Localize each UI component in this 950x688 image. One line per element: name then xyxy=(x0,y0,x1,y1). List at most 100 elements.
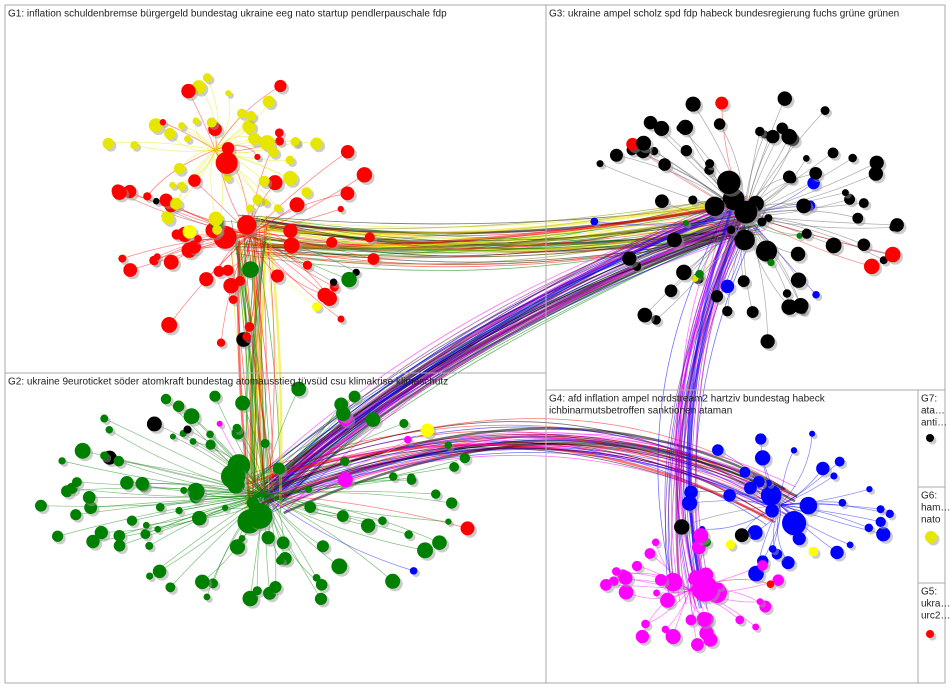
node xyxy=(155,502,165,512)
node xyxy=(609,148,623,162)
node xyxy=(796,198,812,214)
edge xyxy=(131,494,266,521)
node xyxy=(734,229,755,251)
node xyxy=(388,472,398,481)
node xyxy=(816,461,830,476)
node xyxy=(792,531,806,546)
edge-bundle xyxy=(696,213,751,576)
edge xyxy=(264,413,344,496)
node xyxy=(600,579,612,591)
node xyxy=(113,455,125,467)
node xyxy=(635,629,650,644)
node xyxy=(146,416,162,432)
edge xyxy=(779,504,869,529)
node xyxy=(876,505,885,514)
node xyxy=(781,299,798,315)
node xyxy=(252,586,262,596)
node xyxy=(796,232,803,239)
node xyxy=(885,509,894,518)
node xyxy=(268,146,279,158)
node xyxy=(315,578,328,591)
node xyxy=(693,528,709,543)
node xyxy=(765,504,779,518)
node xyxy=(184,135,191,143)
edge-bundle xyxy=(250,442,772,510)
node xyxy=(723,489,736,502)
node xyxy=(140,529,151,540)
node xyxy=(772,574,784,586)
node xyxy=(180,486,188,494)
node xyxy=(445,518,452,525)
node xyxy=(664,284,678,298)
node xyxy=(830,545,844,560)
node xyxy=(181,83,196,99)
node xyxy=(643,115,658,130)
node xyxy=(717,170,741,195)
edge-bundle xyxy=(255,443,773,510)
node xyxy=(879,256,888,265)
node xyxy=(221,142,235,155)
node xyxy=(445,497,458,509)
node xyxy=(367,253,380,265)
node xyxy=(809,430,816,437)
edge xyxy=(264,388,299,496)
node xyxy=(238,535,246,542)
edge-bundle xyxy=(261,436,772,505)
node xyxy=(153,253,161,261)
node xyxy=(792,298,809,314)
node xyxy=(275,136,285,146)
edge-bundle xyxy=(677,228,730,585)
edge xyxy=(207,77,219,151)
node xyxy=(152,564,167,579)
node xyxy=(152,197,160,205)
node xyxy=(641,619,650,629)
node xyxy=(161,317,178,333)
node xyxy=(838,498,847,507)
node xyxy=(626,137,639,151)
node xyxy=(195,574,210,590)
node xyxy=(360,518,376,533)
node xyxy=(245,204,254,213)
node xyxy=(161,212,175,225)
edge-bundle xyxy=(249,215,262,491)
node xyxy=(666,232,682,248)
node xyxy=(340,144,355,159)
edge xyxy=(214,396,266,496)
edge xyxy=(744,214,802,306)
node xyxy=(261,531,275,545)
node xyxy=(143,192,152,201)
node xyxy=(216,420,223,427)
node xyxy=(846,541,854,549)
node xyxy=(163,254,179,270)
node xyxy=(726,225,736,235)
node xyxy=(655,194,669,209)
node xyxy=(754,450,771,466)
node xyxy=(661,625,670,634)
node xyxy=(221,504,229,511)
edge-bundle xyxy=(247,195,755,228)
node xyxy=(777,91,792,106)
node xyxy=(340,456,350,466)
node xyxy=(858,198,869,209)
node xyxy=(105,426,114,434)
node xyxy=(866,486,873,493)
edge xyxy=(75,494,266,516)
node xyxy=(205,439,216,450)
node xyxy=(252,194,263,205)
node xyxy=(676,264,692,281)
node xyxy=(336,510,349,522)
node xyxy=(658,158,671,171)
node xyxy=(337,205,344,213)
edge xyxy=(264,494,324,547)
node xyxy=(100,414,109,423)
node xyxy=(336,406,351,421)
node xyxy=(228,295,238,304)
node xyxy=(663,572,683,592)
node xyxy=(246,503,273,529)
node xyxy=(225,90,232,97)
node xyxy=(182,224,197,239)
node xyxy=(654,574,667,586)
node xyxy=(596,160,604,168)
node xyxy=(766,129,780,144)
